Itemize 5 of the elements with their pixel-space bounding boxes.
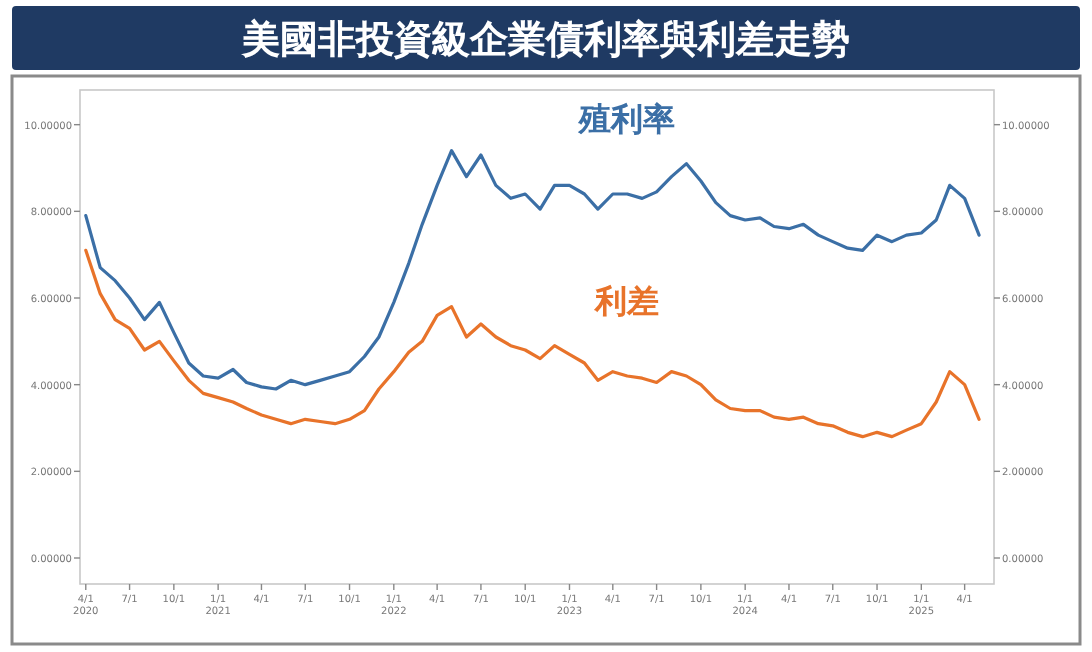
line-series bbox=[84, 248, 981, 439]
line-series bbox=[84, 149, 981, 391]
chart-title: 美國非投資級企業債利率與利差走勢 bbox=[240, 18, 850, 62]
series-label: 利差 bbox=[593, 282, 660, 320]
series-label: 殖利率 bbox=[577, 100, 676, 138]
